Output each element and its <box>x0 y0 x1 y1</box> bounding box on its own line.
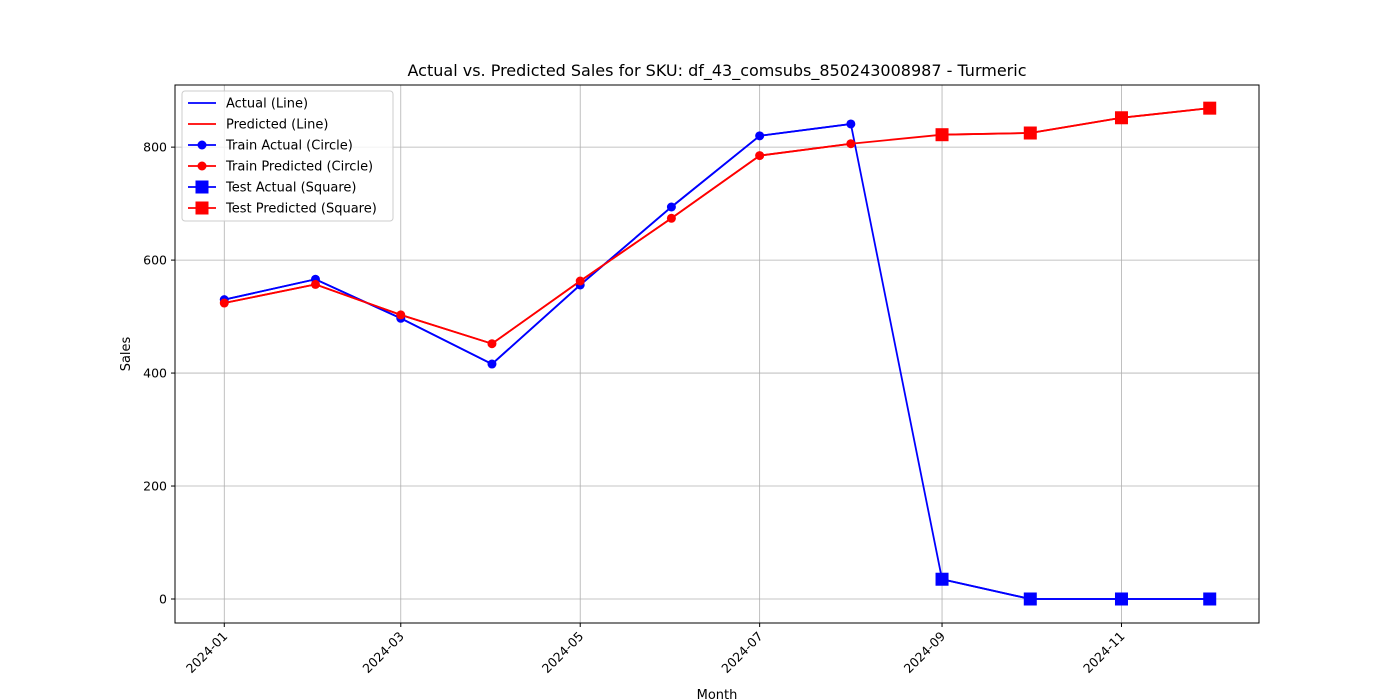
series-line <box>942 107 1210 136</box>
data-point <box>666 202 676 212</box>
x-axis-label: Month <box>697 688 738 700</box>
data-point <box>846 119 856 129</box>
plot-frame <box>174 84 1260 624</box>
data-point <box>666 213 676 223</box>
legend-marker <box>195 180 209 194</box>
y-axis-label: Sales <box>119 336 134 371</box>
legend: Actual (Line) Predicted (Line) Train Actua… <box>181 90 394 222</box>
y-tick-label: 600 <box>143 253 167 268</box>
legend-marker <box>195 201 209 215</box>
data-point <box>396 310 406 320</box>
y-tick-label: 0 <box>159 591 167 606</box>
legend-marker <box>197 161 207 171</box>
legend-label: Train Actual (Circle) <box>225 139 353 154</box>
legend-marker <box>197 140 207 150</box>
data-point <box>1023 126 1037 140</box>
legend-label: Test Actual (Square) <box>225 181 357 196</box>
legend-box <box>181 90 394 222</box>
data-point <box>310 279 320 289</box>
y-tick-label: 200 <box>143 479 167 494</box>
data-point <box>575 276 585 286</box>
legend-label: Test Predicted (Square) <box>225 202 377 217</box>
legend-label: Predicted (Line) <box>226 118 328 133</box>
data-point <box>935 572 949 586</box>
legend-label: Train Predicted (Circle) <box>225 160 373 175</box>
data-point <box>1203 101 1217 115</box>
data-point <box>219 298 229 308</box>
series-line <box>224 142 851 345</box>
data-point <box>846 139 856 149</box>
data-point <box>755 151 765 161</box>
data-point <box>755 131 765 141</box>
data-point <box>487 359 497 369</box>
data-point <box>935 128 949 142</box>
data-point <box>1203 592 1217 606</box>
data-point <box>487 339 497 349</box>
y-tick-label: 400 <box>143 366 167 381</box>
y-tick-label: 800 <box>143 140 167 155</box>
series-line <box>941 578 1210 600</box>
data-point <box>1114 111 1128 125</box>
data-point <box>1114 592 1128 606</box>
chart-title: Actual vs. Predicted Sales for SKU: df_4… <box>408 61 1027 81</box>
data-point <box>1023 592 1037 606</box>
series-line <box>224 123 851 366</box>
legend-label: Actual (Line) <box>226 97 308 112</box>
